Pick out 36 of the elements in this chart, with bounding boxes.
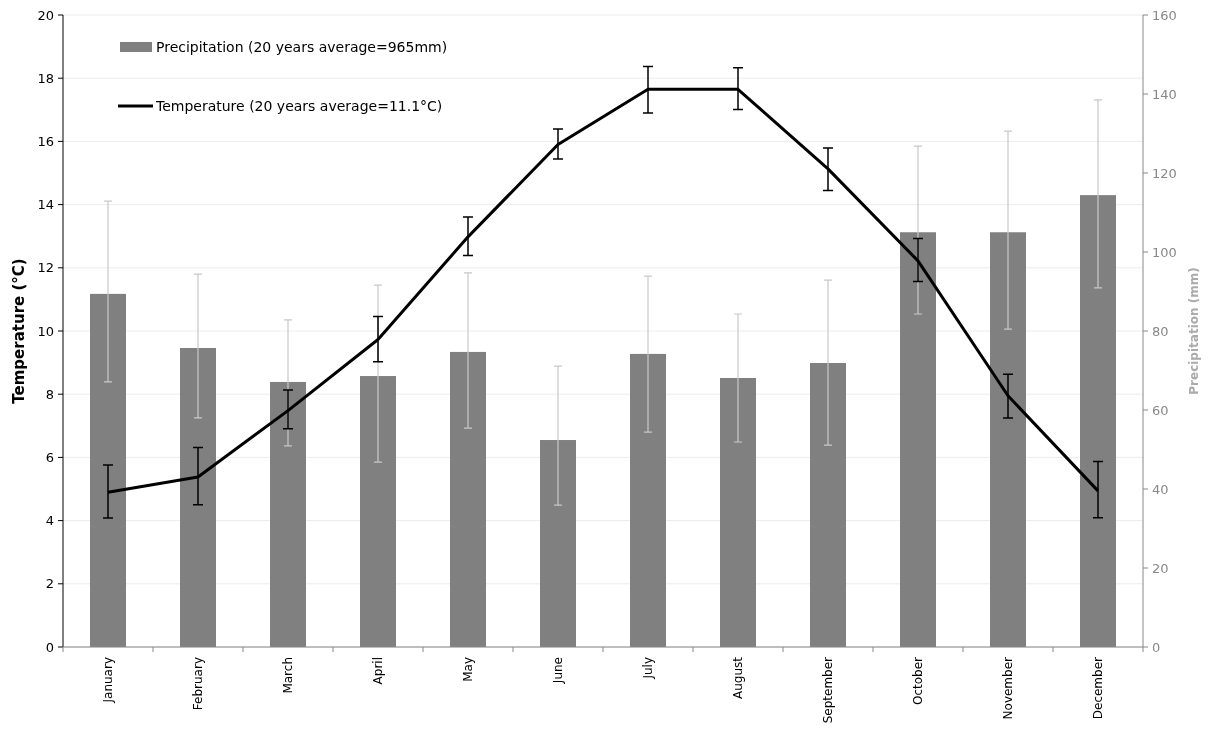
legend-label: Temperature (20 years average=11.1°C) bbox=[155, 97, 443, 114]
x-tick-label: February bbox=[191, 657, 206, 711]
y-tick-label: 16 bbox=[37, 133, 54, 149]
y2-tick-label: 140 bbox=[1152, 86, 1177, 102]
y2-tick-label: 160 bbox=[1152, 7, 1177, 23]
y-axis-title: Temperature (°C) bbox=[10, 258, 28, 404]
legend-label: Precipitation (20 years average=965mm) bbox=[156, 38, 448, 55]
x-tick-label: July bbox=[641, 657, 656, 680]
y-tick-label: 6 bbox=[45, 449, 54, 465]
y2-axis-title: Precipitation (mm) bbox=[1187, 267, 1201, 395]
x-tick-label: August bbox=[731, 656, 746, 699]
x-tick-label: April bbox=[371, 657, 386, 685]
x-tick-label: November bbox=[1001, 656, 1016, 720]
y-tick-label: 12 bbox=[37, 260, 54, 276]
y-tick-label: 4 bbox=[45, 513, 54, 529]
y2-tick-label: 100 bbox=[1152, 244, 1177, 260]
y2-tick-label: 40 bbox=[1152, 481, 1169, 497]
x-tick-label: September bbox=[821, 656, 836, 724]
y-tick-label: 18 bbox=[37, 70, 54, 86]
x-tick-label: May bbox=[461, 657, 476, 682]
y2-tick-label: 120 bbox=[1152, 165, 1177, 181]
y2-tick-label: 20 bbox=[1152, 560, 1169, 576]
y2-tick-label: 60 bbox=[1152, 402, 1169, 418]
x-tick-label: March bbox=[281, 657, 296, 694]
x-tick-label: January bbox=[101, 657, 116, 704]
y-tick-label: 8 bbox=[45, 386, 54, 402]
y-tick-label: 2 bbox=[45, 576, 54, 592]
y-tick-label: 20 bbox=[37, 7, 54, 23]
y2-tick-label: 0 bbox=[1152, 639, 1161, 655]
x-tick-label: June bbox=[551, 657, 566, 685]
y-tick-label: 0 bbox=[45, 639, 54, 655]
y-tick-label: 14 bbox=[37, 197, 54, 213]
x-tick-label: October bbox=[911, 656, 926, 706]
y2-tick-label: 80 bbox=[1152, 323, 1169, 339]
y-tick-label: 10 bbox=[37, 323, 54, 339]
x-tick-label: December bbox=[1091, 656, 1106, 720]
